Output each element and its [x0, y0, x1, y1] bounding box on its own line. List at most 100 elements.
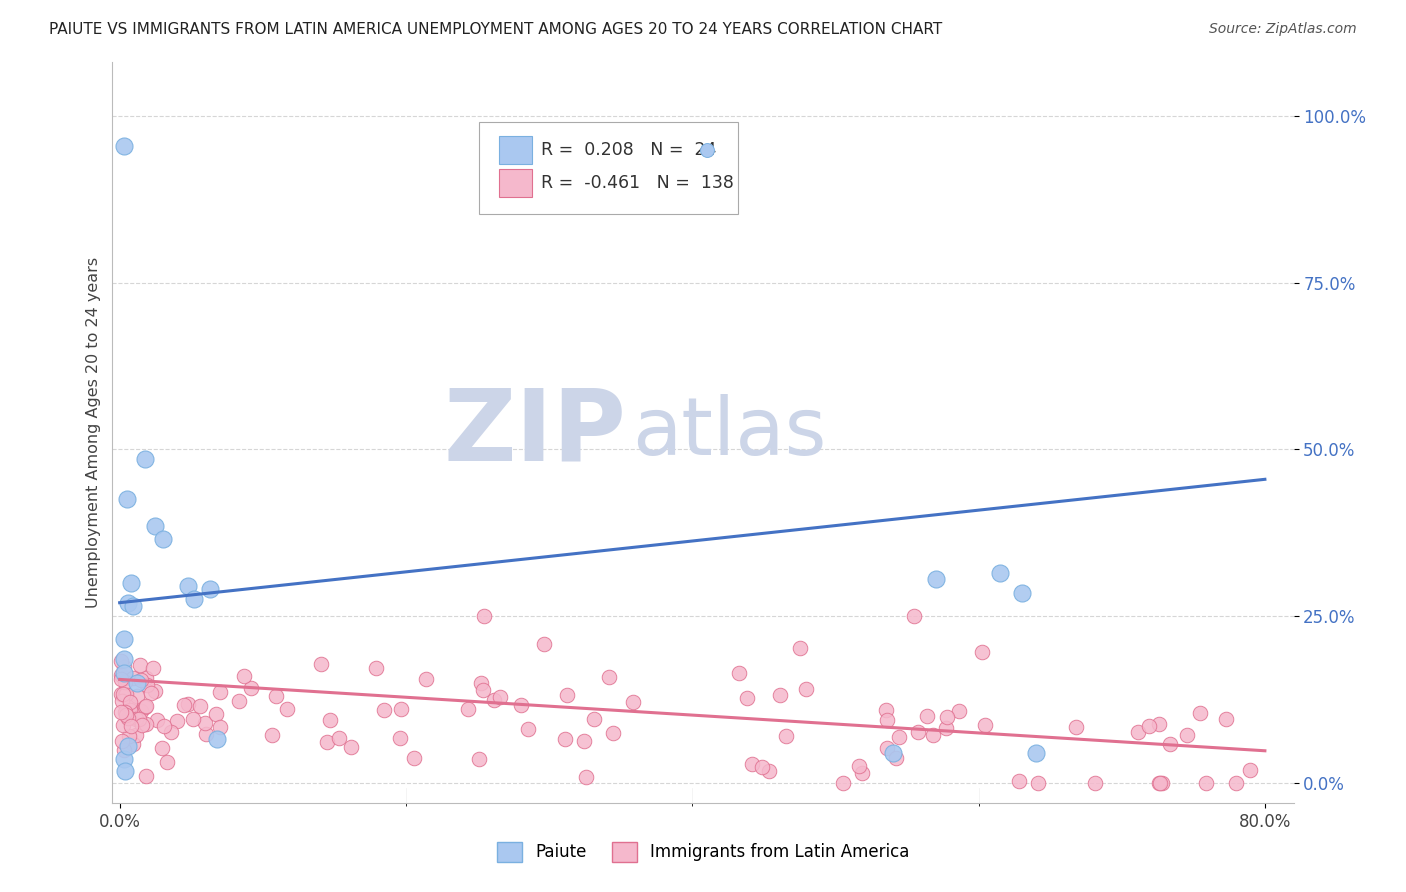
- Point: [848, 759, 870, 773]
- Point: [328, 731, 350, 745]
- Point: [146, 714, 169, 728]
- Point: [114, 706, 136, 720]
- Point: [769, 688, 792, 702]
- Point: [150, 740, 173, 755]
- Point: [134, 452, 156, 467]
- Point: [796, 681, 818, 696]
- Point: [884, 751, 907, 765]
- Point: [1225, 776, 1247, 790]
- Point: [1175, 728, 1198, 742]
- Point: [114, 764, 136, 778]
- Point: [115, 492, 138, 507]
- Point: [205, 706, 228, 721]
- FancyBboxPatch shape: [499, 136, 531, 164]
- Point: [832, 776, 855, 790]
- Legend: Paiute, Immigrants from Latin America: Paiute, Immigrants from Latin America: [491, 835, 915, 869]
- Point: [402, 751, 425, 765]
- Point: [117, 711, 139, 725]
- Point: [198, 582, 221, 597]
- Point: [364, 661, 387, 675]
- Point: [118, 729, 141, 743]
- Point: [112, 138, 135, 153]
- Point: [751, 760, 773, 774]
- Point: [1011, 585, 1033, 599]
- Point: [1149, 776, 1171, 790]
- Point: [110, 654, 132, 668]
- Point: [125, 689, 148, 703]
- Point: [118, 703, 141, 717]
- Point: [112, 660, 135, 674]
- Point: [112, 665, 135, 680]
- Point: [114, 743, 136, 757]
- Point: [118, 699, 141, 714]
- Point: [120, 575, 142, 590]
- Point: [575, 770, 598, 784]
- Point: [183, 592, 205, 607]
- Point: [121, 599, 143, 613]
- Point: [120, 719, 142, 733]
- Point: [1152, 776, 1174, 790]
- Point: [876, 713, 898, 727]
- FancyBboxPatch shape: [499, 169, 531, 197]
- Point: [1159, 737, 1181, 751]
- Point: [177, 579, 200, 593]
- Point: [135, 678, 157, 692]
- Point: [143, 684, 166, 698]
- Point: [135, 769, 157, 783]
- Point: [115, 707, 138, 722]
- Point: [194, 715, 217, 730]
- Point: [112, 632, 135, 647]
- Point: [110, 694, 132, 708]
- Point: [135, 699, 157, 714]
- Point: [112, 752, 135, 766]
- Point: [139, 686, 162, 700]
- Point: [111, 687, 134, 701]
- Point: [921, 728, 943, 742]
- Text: R =  0.208   N =  24: R = 0.208 N = 24: [541, 141, 717, 159]
- Point: [1147, 716, 1170, 731]
- Point: [125, 712, 148, 726]
- Point: [276, 701, 298, 715]
- Point: [112, 652, 135, 666]
- Point: [129, 704, 152, 718]
- Point: [972, 645, 994, 659]
- Point: [228, 694, 250, 708]
- Point: [1147, 776, 1170, 790]
- Point: [482, 693, 505, 707]
- Point: [1084, 776, 1107, 790]
- Point: [533, 637, 555, 651]
- Point: [309, 657, 332, 671]
- Point: [936, 710, 959, 724]
- Point: [828, 187, 851, 202]
- Point: [166, 714, 188, 728]
- Point: [194, 727, 217, 741]
- Point: [516, 722, 538, 736]
- Point: [114, 671, 136, 685]
- Point: [472, 609, 495, 624]
- Point: [1188, 706, 1211, 720]
- Point: [177, 697, 200, 711]
- Point: [117, 739, 139, 753]
- Point: [112, 718, 135, 732]
- Point: [129, 673, 152, 687]
- Point: [907, 725, 929, 739]
- Point: [121, 671, 143, 685]
- Point: [1026, 776, 1049, 790]
- Point: [882, 746, 904, 760]
- Text: PAIUTE VS IMMIGRANTS FROM LATIN AMERICA UNEMPLOYMENT AMONG AGES 20 TO 24 YEARS C: PAIUTE VS IMMIGRANTS FROM LATIN AMERICA …: [49, 22, 942, 37]
- Point: [110, 687, 132, 701]
- FancyBboxPatch shape: [478, 121, 738, 214]
- Point: [598, 670, 620, 684]
- Point: [111, 734, 134, 748]
- Point: [1128, 725, 1150, 739]
- Text: atlas: atlas: [633, 393, 827, 472]
- Point: [741, 757, 763, 772]
- Point: [389, 702, 412, 716]
- Point: [602, 725, 624, 739]
- Point: [173, 698, 195, 712]
- Point: [470, 676, 492, 690]
- Point: [135, 671, 157, 685]
- Point: [1215, 712, 1237, 726]
- Point: [583, 712, 606, 726]
- Point: [128, 712, 150, 726]
